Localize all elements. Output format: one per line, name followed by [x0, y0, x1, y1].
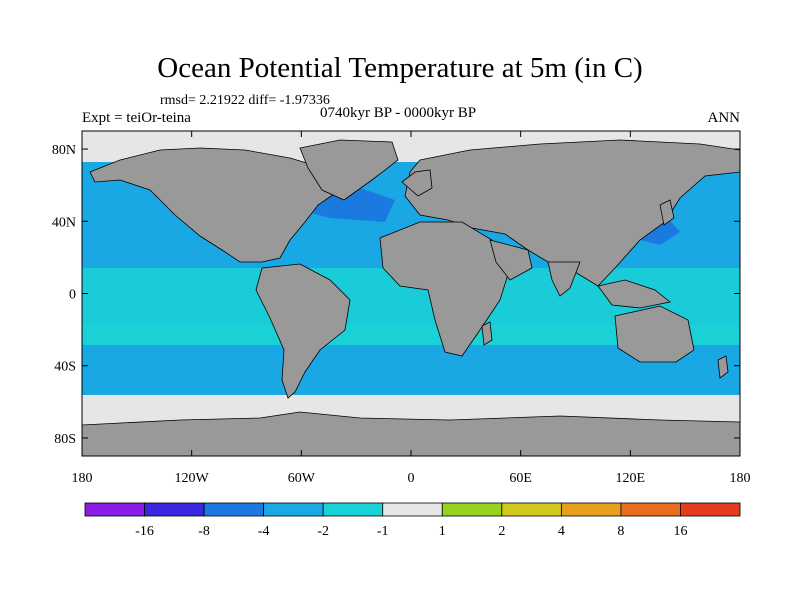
colorbar-swatch	[382, 502, 443, 517]
colorbar: -16 -8 -4 -2 -1 1 2 4 8 16	[84, 502, 741, 539]
colorbar-label: -2	[317, 524, 329, 539]
japan	[659, 199, 675, 226]
lat-tick-label: 40N	[52, 215, 76, 230]
africa	[379, 221, 511, 357]
north-america	[89, 147, 341, 263]
latitude-axis: 80N 40N 0 40S 80S	[52, 143, 740, 447]
colorbar-label: 8	[617, 524, 624, 539]
colorbar-swatch	[203, 502, 265, 517]
colorbar-swatch	[680, 502, 741, 517]
greenland	[299, 139, 399, 201]
southern-light-band	[82, 325, 740, 345]
lon-tick-label: 180	[72, 471, 93, 486]
season-label: ANN	[707, 110, 741, 126]
longitude-axis: 180 120W 60W 0 60E 120E 180	[72, 131, 751, 486]
lat-tick-label: 40S	[54, 360, 76, 375]
lon-tick-label: 0	[408, 471, 415, 486]
lon-tick-label: 120E	[616, 471, 646, 486]
land-masses	[82, 139, 740, 456]
arabia	[489, 239, 533, 281]
lon-tick-label: 60W	[288, 471, 316, 486]
southeast-asia	[597, 279, 671, 309]
colorbar-swatch	[144, 502, 205, 517]
colorbar-swatch	[620, 502, 681, 517]
south-america	[255, 263, 351, 399]
colorbar-swatch	[84, 502, 145, 517]
eurasia	[404, 139, 740, 287]
colorbar-swatch	[501, 502, 562, 517]
colorbar-swatch	[560, 502, 622, 517]
new-zealand	[717, 355, 729, 379]
uk-scandinavia	[401, 169, 433, 197]
experiment-label: Expt = teiOr-teina	[82, 110, 191, 126]
map-plot-area	[82, 131, 740, 456]
rmsd-diff-stats: rmsd= 2.21922 diff= -1.97336	[160, 93, 330, 108]
lon-tick-label: 120W	[175, 471, 210, 486]
map-title: Ocean Potential Temperature at 5m (in C)	[157, 52, 643, 84]
time-period-label: 0740kyr BP - 0000kyr BP	[320, 105, 477, 121]
colorbar-swatch	[322, 502, 384, 517]
antarctica	[82, 411, 740, 456]
colorbar-label: -4	[258, 524, 270, 539]
colorbar-swatch	[263, 502, 324, 517]
lon-tick-label: 180	[730, 471, 751, 486]
colorbar-label: 2	[498, 524, 505, 539]
colorbar-label: -8	[198, 524, 210, 539]
colorbar-label: 4	[558, 524, 565, 539]
madagascar	[481, 321, 493, 346]
lon-tick-label: 60E	[509, 471, 532, 486]
colorbar-label: -1	[377, 524, 389, 539]
colorbar-label: 16	[673, 524, 687, 539]
colorbar-label: 1	[439, 524, 446, 539]
india	[547, 261, 581, 297]
colorbar-label: -16	[135, 524, 154, 539]
lat-tick-label: 80S	[54, 432, 76, 447]
australia	[614, 305, 695, 363]
colorbar-swatch	[441, 502, 503, 517]
lat-tick-label: 80N	[52, 143, 76, 158]
lat-tick-label: 0	[69, 288, 76, 303]
